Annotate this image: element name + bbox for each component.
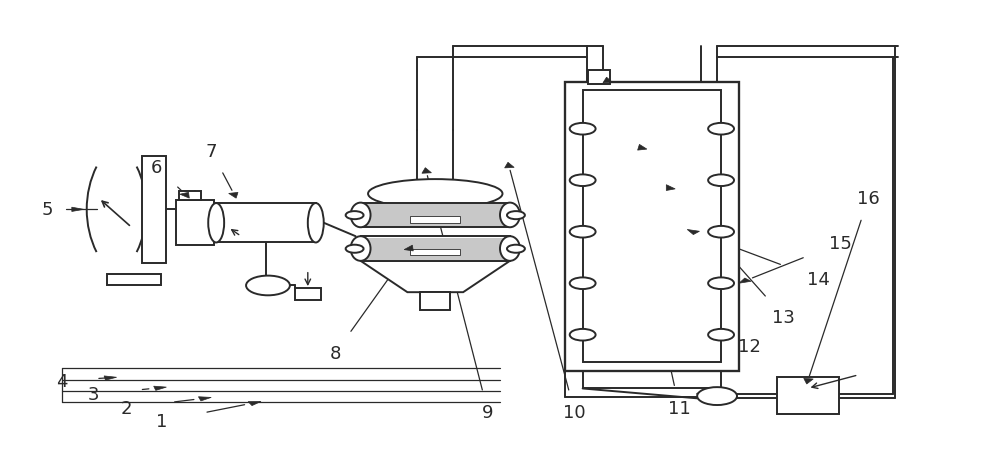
Bar	[295, 288, 321, 300]
Bar	[777, 377, 839, 414]
Ellipse shape	[351, 203, 371, 228]
Ellipse shape	[308, 203, 324, 243]
Text: 8: 8	[330, 344, 341, 362]
Text: 10: 10	[563, 403, 586, 421]
Polygon shape	[229, 193, 238, 199]
Ellipse shape	[351, 237, 371, 261]
Text: 14: 14	[807, 270, 830, 288]
Text: 5: 5	[41, 201, 53, 219]
Bar	[361, 203, 510, 228]
Polygon shape	[361, 261, 510, 293]
Polygon shape	[104, 376, 117, 380]
Ellipse shape	[500, 237, 520, 261]
Circle shape	[507, 245, 525, 253]
Text: 3: 3	[88, 386, 99, 403]
Text: 1: 1	[156, 412, 167, 430]
Circle shape	[708, 278, 734, 290]
Text: 2: 2	[121, 399, 132, 417]
Bar	[176, 201, 214, 246]
Polygon shape	[248, 401, 261, 406]
Ellipse shape	[368, 179, 502, 209]
Text: 16: 16	[857, 190, 880, 207]
Bar	[410, 249, 460, 256]
Polygon shape	[198, 397, 211, 401]
Bar	[179, 191, 201, 201]
Ellipse shape	[208, 203, 224, 243]
Bar	[410, 216, 460, 223]
Bar	[361, 237, 510, 261]
Ellipse shape	[500, 203, 520, 228]
Bar	[142, 156, 166, 263]
Polygon shape	[739, 278, 751, 284]
Circle shape	[708, 226, 734, 238]
Polygon shape	[603, 78, 612, 83]
Polygon shape	[154, 387, 166, 391]
Circle shape	[570, 226, 596, 238]
Text: 6: 6	[151, 158, 162, 176]
Circle shape	[708, 329, 734, 341]
Bar	[216, 203, 316, 243]
Polygon shape	[505, 163, 514, 169]
Circle shape	[346, 212, 364, 220]
Circle shape	[708, 175, 734, 187]
Circle shape	[346, 245, 364, 253]
Bar	[420, 293, 450, 310]
Polygon shape	[422, 168, 431, 174]
Polygon shape	[180, 193, 189, 199]
Circle shape	[246, 276, 290, 296]
Bar	[107, 275, 161, 286]
Circle shape	[570, 124, 596, 135]
Polygon shape	[804, 378, 813, 384]
Bar	[363, 204, 508, 227]
Circle shape	[570, 329, 596, 341]
Text: 9: 9	[482, 403, 494, 421]
Circle shape	[697, 387, 737, 405]
Text: 15: 15	[829, 235, 852, 253]
Text: 4: 4	[56, 372, 68, 390]
Text: 13: 13	[772, 308, 795, 326]
Text: 7: 7	[205, 143, 217, 161]
Circle shape	[507, 212, 525, 220]
Circle shape	[570, 175, 596, 187]
Polygon shape	[72, 208, 84, 212]
Circle shape	[570, 278, 596, 290]
Text: 12: 12	[738, 337, 760, 355]
Circle shape	[708, 124, 734, 135]
Bar	[588, 71, 610, 85]
Polygon shape	[687, 230, 699, 235]
Polygon shape	[404, 246, 413, 251]
Bar	[565, 83, 739, 371]
Bar	[583, 91, 721, 363]
Polygon shape	[666, 185, 675, 191]
Polygon shape	[638, 145, 647, 151]
Bar	[363, 238, 508, 260]
Text: 11: 11	[668, 399, 691, 417]
